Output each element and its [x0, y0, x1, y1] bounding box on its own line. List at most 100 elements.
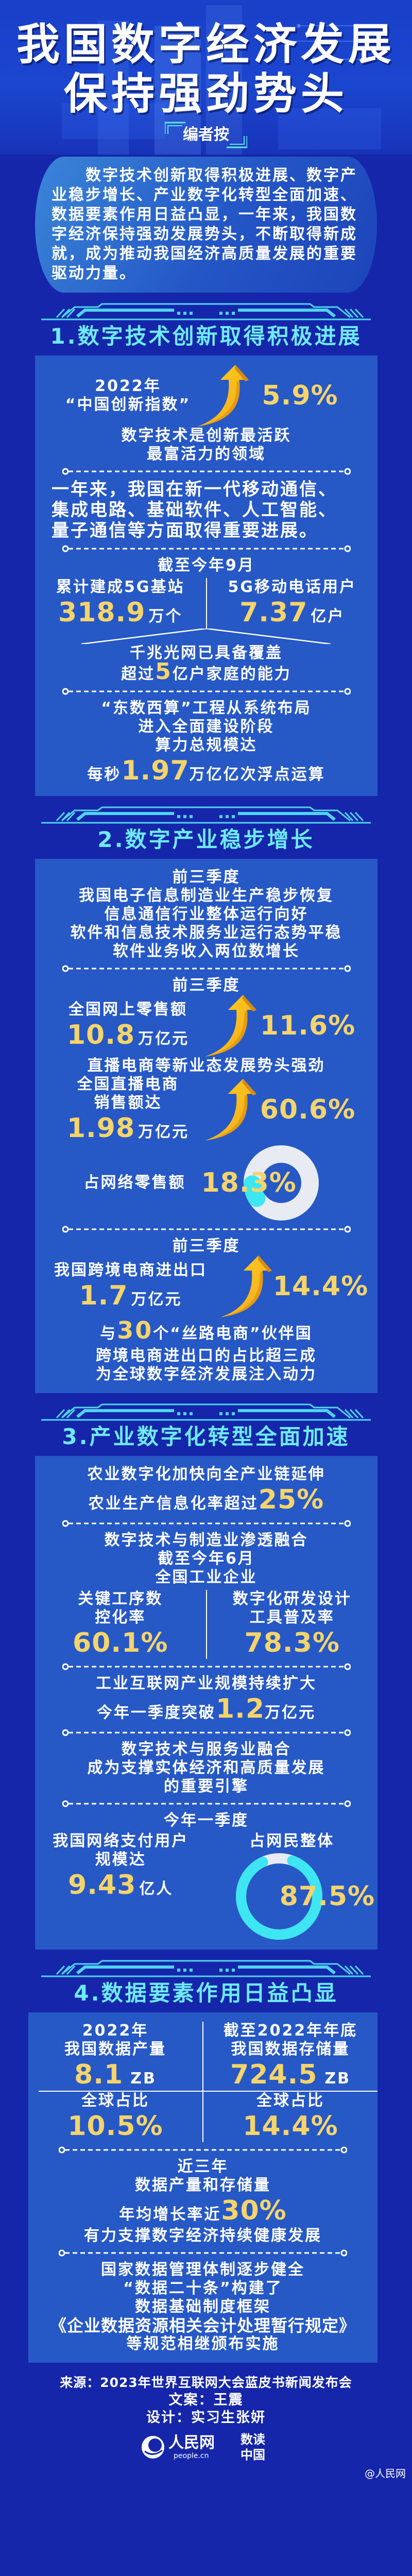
industry-text: 软件业务收入两位数增长 [113, 942, 300, 960]
industry-text: 我国电子信息制造业生产稳步恢复 [79, 887, 334, 905]
dashed-divider [59, 2146, 347, 2154]
cross-border-label: 我国跨境电商进出口 [54, 1261, 207, 1279]
people-logo-text: 人民网 [168, 2434, 215, 2452]
industry-text: 前三季度 [172, 868, 241, 886]
vertical-separator [205, 1590, 207, 1659]
unit: ZB [324, 2070, 351, 2088]
arrow-up-icon [219, 1256, 272, 1317]
agri-text: 农业数字化加快向全产业链延伸 [87, 1465, 325, 1483]
live-sales-label: 全国直播电商 [77, 1075, 179, 1093]
arrow-up-icon [196, 365, 249, 427]
industry-text: 软件和信息技术服务业运行态势平稳 [70, 924, 342, 942]
period-label: 前三季度 [172, 976, 241, 994]
5g-users-value: 7.37 亿户 [207, 597, 378, 629]
cross-border-growth: 14.4% [272, 1271, 369, 1302]
dashed-divider [62, 1800, 351, 1807]
silk-road-number: 30 [117, 1316, 153, 1344]
divider-end-circle [344, 1729, 351, 1736]
innovation-index-row: 2022年 “中国创新指数” 5.9% [35, 365, 377, 427]
data-storage: 截至2022年年底 我国数据存储量 724.5 ZB [203, 2022, 377, 2091]
dashed-divider [62, 965, 351, 972]
background-bar [98, 21, 129, 155]
agri-rate-number: 25% [258, 1484, 324, 1515]
section-4-card: 2022年 我国数据产量 8.1 ZB 截至2022年年底 我国数据存储量 724… [28, 2012, 377, 2363]
payment-users: 我国网络支付用户 规模达 9.43 亿人 [35, 1832, 207, 1901]
people-logo-words: 人民网 people.cn [168, 2434, 215, 2461]
divider-end-circle [59, 2249, 65, 2257]
netizen-share: 占网民整体 87.5% [207, 1832, 378, 1940]
online-retail-number: 10.8 [66, 1020, 135, 1050]
data-storage-number: 724.5 [230, 2059, 318, 2090]
service-text: 的重要引擎 [164, 1777, 249, 1795]
data-stats-top: 2022年 我国数据产量 8.1 ZB 截至2022年年底 我国数据存储量 724… [28, 2022, 377, 2091]
online-retail-row: 全国网上零售额 10.8 万亿元 11.6% [35, 995, 377, 1057]
computing-power: 每秒1.97万亿亿次浮点运算 [35, 755, 377, 787]
online-retail-value: 10.8 万亿元 [54, 1019, 203, 1051]
policy-text: 《企业数据资源相关会计处理暂行规定》 [49, 2316, 356, 2335]
innovation-index-label: “中国创新指数” [65, 396, 191, 414]
dashed-divider [62, 468, 351, 475]
shudu-china-logo: 数读中国 [241, 2432, 265, 2462]
gigabit-coverage: 超过5亿户家庭的能力 [35, 660, 377, 684]
global-share-label: 全球占比 [81, 2092, 149, 2110]
growth-rate: 年均增长率近30% [28, 2195, 377, 2227]
section-4-header: 4.数据要素作用日益凸显 [0, 1950, 412, 2006]
as-of-date: 截至今年6月 [158, 1550, 255, 1568]
policy-text: 数据基础制度框架 [135, 2298, 271, 2316]
share-donut-segment [243, 1175, 266, 1207]
infographic-page: 我国数字经济发展 保持强劲势头 编者按 数字技术创新取得积极进展、数字产业稳步增… [0, 0, 412, 2482]
section-2-card: 前三季度 我国电子信息制造业生产稳步恢复 信息通信行业整体运行向好 软件和信息技… [35, 859, 377, 1393]
watermark: @人民网 [365, 2467, 406, 2480]
unit: 万亿元 [131, 1291, 182, 1309]
divider-end-circle [59, 2146, 65, 2154]
east-west-text: “东数西算”工程从系统布局 [101, 699, 312, 717]
dashed-divider [62, 1663, 351, 1670]
design-credit: 设计：实习生张妍 [146, 2410, 266, 2426]
divider-end-circle [62, 1663, 68, 1670]
data-storage-label: 我国数据存储量 [231, 2040, 350, 2058]
divider-end-circle [62, 965, 68, 972]
intro-paragraph: 数字技术创新取得积极进展、数字产业稳步增长、产业数字化转型全面加速、数据要素作用… [35, 157, 377, 293]
hero-banner: 我国数字经济发展 保持强劲势头 编者按 [0, 0, 412, 155]
unit: 亿人 [139, 1880, 174, 1898]
payment-number: 9.43 [68, 1870, 136, 1901]
cross-border: 我国跨境电商进出口 1.7 万亿元 [43, 1261, 218, 1312]
divider-end-circle [344, 1226, 351, 1233]
growth-text: 数据产量和存储量 [135, 2176, 271, 2194]
growth-number: 30% [221, 2195, 287, 2226]
dashed-divider [62, 688, 351, 695]
dashed-divider [59, 2249, 347, 2257]
divider-end-circle [344, 965, 351, 972]
divider-end-circle [344, 1800, 351, 1807]
agri-rate: 农业生产信息化率超过25% [35, 1484, 377, 1516]
online-retail-label: 全国网上零售额 [68, 1001, 187, 1019]
growth-text: 有力支撑数字经济持续健康发展 [84, 2227, 322, 2245]
section-3-card: 农业数字化加快向全产业链延伸 农业生产信息化率超过25% 数字技术与制造业渗透融… [35, 1456, 377, 1950]
data-production-number: 8.1 [74, 2059, 124, 2090]
section-2-title: 2.数字产业稳步增长 [97, 827, 315, 852]
live-sales: 全国直播电商 销售额达 1.98 万亿元 [54, 1075, 203, 1144]
global-share-label: 全球占比 [256, 2092, 324, 2110]
text: 超过 [121, 665, 156, 683]
online-retail-growth: 11.6% [260, 1010, 356, 1041]
text: 年均增长率近 [119, 2206, 221, 2224]
innovation-growth: 5.9% [262, 380, 338, 411]
5g-stations-number: 318.9 [58, 597, 146, 628]
gigabit-number: 5 [155, 658, 173, 685]
industry-text: 信息通信行业整体运行向好 [104, 905, 308, 923]
text: 每秒 [87, 766, 122, 784]
data-production: 2022年 我国数据产量 8.1 ZB [28, 2022, 202, 2091]
manufacturing-heading: 数字技术与制造业渗透融合 [104, 1531, 308, 1549]
text: 亿户家庭的能力 [172, 665, 291, 683]
section-header-decoration-icon [41, 302, 371, 320]
live-commerce-heading: 直播电商等新业态发展势头强劲 [87, 1057, 325, 1075]
footer: 来源：2023年世界互联网大会蓝皮书新闻发布会 文案：王震 设计：实习生张妍 人… [0, 2363, 412, 2482]
innovation-note: 数字技术是创新最活跃 [121, 427, 291, 445]
5g-stations-value: 318.9 万个 [35, 597, 206, 629]
text: 今年一季度突破 [96, 1704, 216, 1722]
progress-paragraph: 一年来，我国在新一代移动通信、 集成电路、基础软件、人工智能、 量子通信等方面取… [35, 479, 377, 541]
east-west-text: 算力总规模达 [155, 736, 258, 754]
data-period-right: 截至2022年年底 [223, 2022, 358, 2040]
section-3-header: 3.产业数字化转型全面加速 [0, 1393, 412, 1450]
east-west-text: 进入全面建设阶段 [138, 718, 274, 736]
